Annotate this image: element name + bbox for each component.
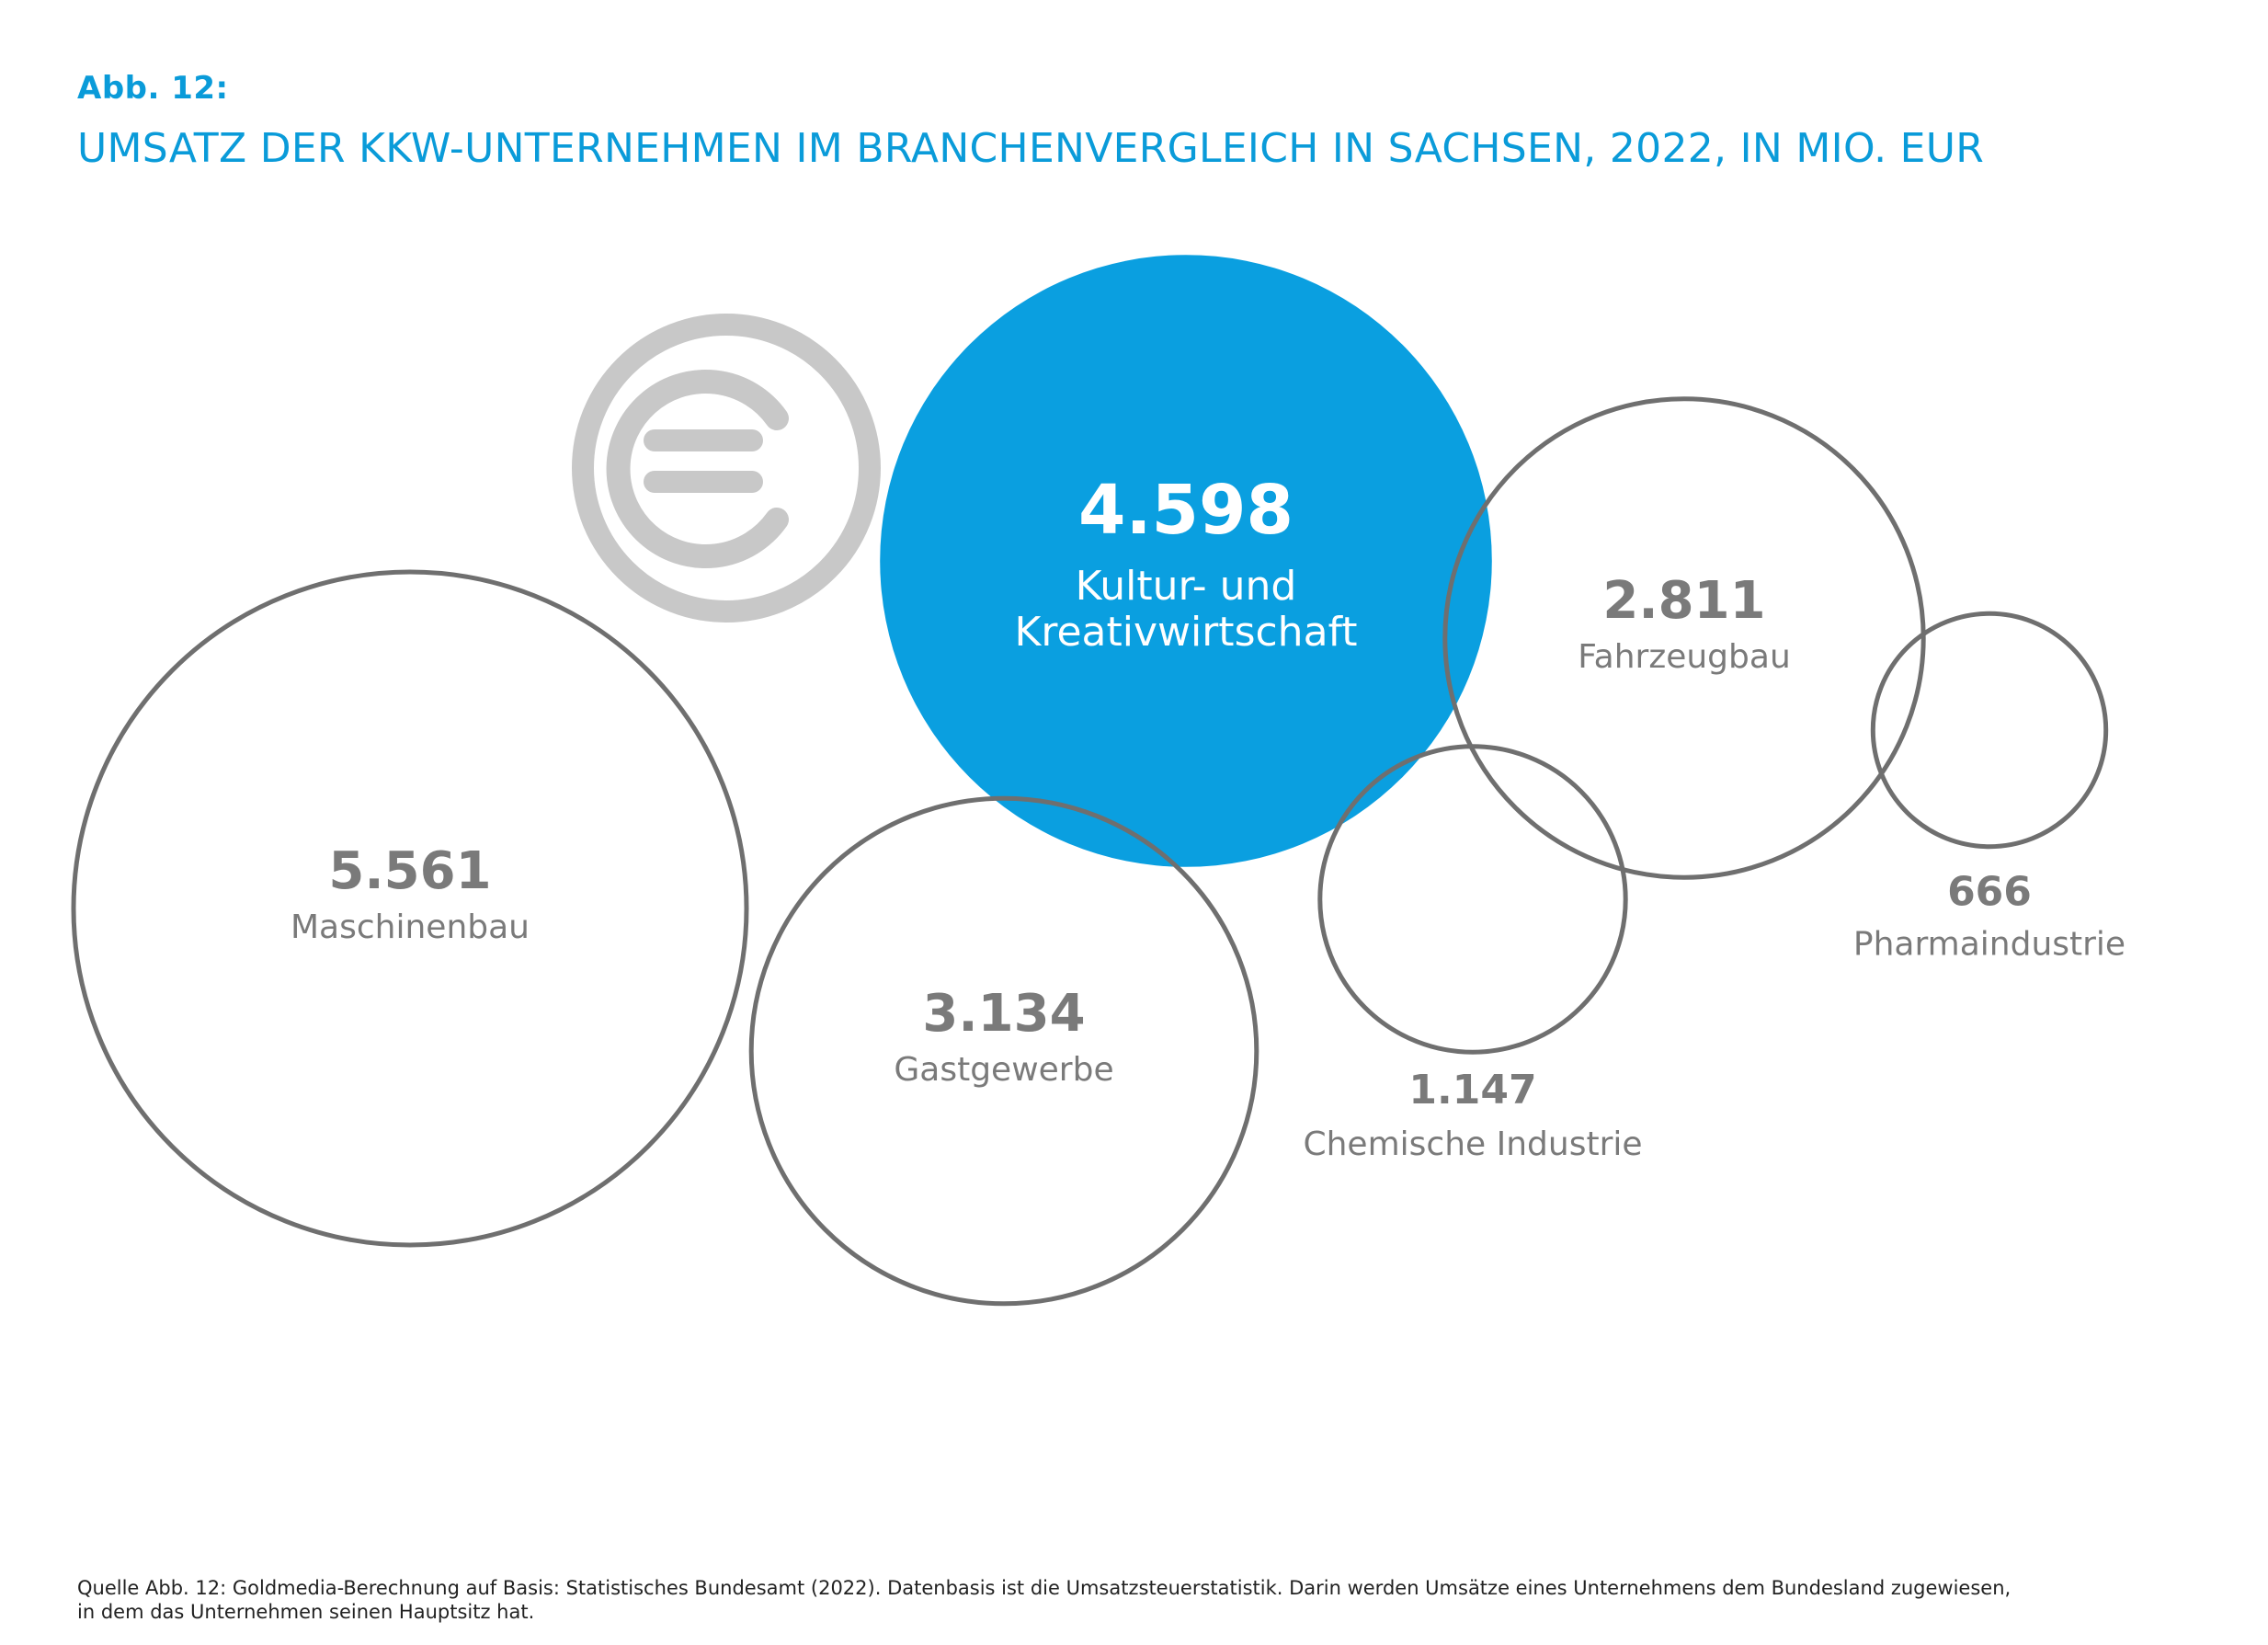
bubble-3	[1442, 396, 1926, 880]
bubble-value-0: 5.561	[328, 841, 491, 901]
source-line-1: Quelle Abb. 12: Goldmedia-Berechnung auf…	[77, 1577, 2012, 1599]
bubble-1	[880, 255, 1492, 867]
bubble-5	[1870, 611, 2109, 850]
bubble-name-2: Gastgewerbe	[894, 1051, 1113, 1089]
bubble-group: 5.561 Maschinenbau 4.598 Kultur- undKreativ…	[71, 255, 2126, 1307]
euro-coin-ring	[572, 314, 881, 623]
bubble-chart: 5.561 Maschinenbau 4.598 Kultur- undKreativ…	[71, 255, 2126, 1307]
figure-label: Abb. 12:	[77, 70, 229, 107]
euro-coin-icon	[572, 314, 881, 623]
bubble-0	[71, 569, 749, 1248]
bubble-name-1-line-2: Kreativwirtschaft	[1014, 609, 1357, 656]
bubble-name-4: Chemische Industrie	[1303, 1125, 1642, 1163]
euro-coin-symbol	[606, 370, 789, 568]
bubble-2	[748, 795, 1259, 1307]
bubble-value-2: 3.134	[922, 984, 1085, 1044]
bubble-name-1-line-1: Kultur- und	[1076, 563, 1297, 610]
figure-title: UMSATZ DER KKW-UNTERNEHMEN IM BRANCHENVE…	[77, 125, 1985, 172]
bubble-value-1: 4.598	[1078, 471, 1294, 550]
bubble-name-3: Fahrzeugbau	[1578, 638, 1791, 676]
bubble-4	[1317, 744, 1628, 1055]
source-note: Quelle Abb. 12: Goldmedia-Berechnung auf…	[77, 1576, 2192, 1624]
bubble-name-5: Pharmaindustrie	[1853, 926, 2126, 964]
source-line-2: in dem das Unternehmen seinen Hauptsitz …	[77, 1601, 535, 1623]
bubble-value-5: 666	[1947, 869, 2032, 916]
bubble-name-0: Maschinenbau	[291, 908, 530, 946]
bubble-value-4: 1.147	[1408, 1067, 1536, 1114]
bubble-value-3: 2.811	[1602, 571, 1765, 631]
